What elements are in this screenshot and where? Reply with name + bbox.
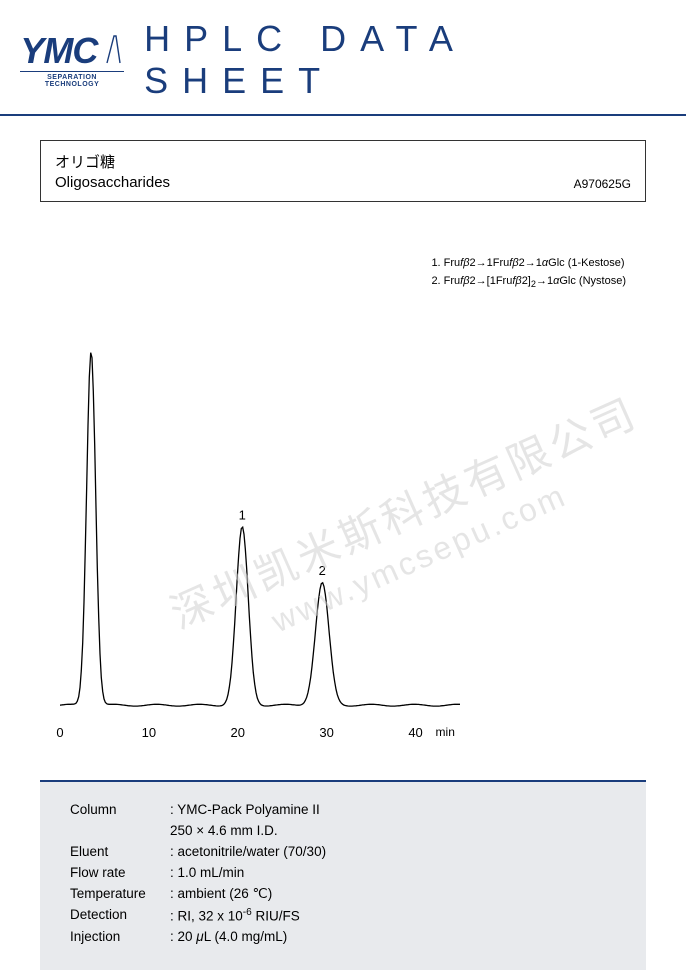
condition-row: Eluent: acetonitrile/water (70/30) <box>70 842 616 863</box>
chromatogram-trace <box>60 353 460 706</box>
x-tick: 40 <box>408 725 422 740</box>
condition-row: Injection: 20 μL (4.0 mg/mL) <box>70 927 616 948</box>
legend-item: 1. Frufβ2→1Frufβ2→1αGlc (1-Kestose) <box>431 255 626 273</box>
x-axis-unit: min <box>436 725 455 739</box>
condition-row: Flow rate: 1.0 mL/min <box>70 863 616 884</box>
chromatogram: 12 <box>60 350 460 720</box>
logo-peak-icon <box>106 34 124 69</box>
page-title: HPLC DATA SHEET <box>144 18 666 102</box>
title-japanese: オリゴ糖 <box>55 151 631 172</box>
sheet-code: A970625G <box>574 177 631 191</box>
peak-legend: 1. Frufβ2→1Frufβ2→1αGlc (1-Kestose)2. Fr… <box>431 255 626 291</box>
x-tick: 30 <box>319 725 333 740</box>
logo-text: YMC <box>20 30 97 71</box>
condition-value: : RI, 32 x 10-6 RIU/FS <box>170 905 300 927</box>
condition-row: Temperature: ambient (26 ℃) <box>70 884 616 905</box>
legend-item: 2. Frufβ2→[1Frufβ2]2→1αGlc (Nystose) <box>431 273 626 292</box>
title-english: Oligosaccharides <box>55 174 631 191</box>
peak-label: 1 <box>239 508 246 523</box>
x-tick: 10 <box>142 725 156 740</box>
condition-label: Temperature <box>70 884 170 905</box>
condition-value: : 1.0 mL/min <box>170 863 244 884</box>
condition-label: Injection <box>70 927 170 948</box>
condition-value: : ambient (26 ℃) <box>170 884 272 905</box>
condition-value: 250 × 4.6 mm I.D. <box>170 821 278 842</box>
header: YMC SEPARATION TECHNOLOGY HPLC DATA SHEE… <box>0 0 686 116</box>
x-tick: 0 <box>56 725 63 740</box>
title-box: オリゴ糖 Oligosaccharides A970625G <box>40 140 646 202</box>
condition-row: Detection: RI, 32 x 10-6 RIU/FS <box>70 905 616 927</box>
condition-label: Flow rate <box>70 863 170 884</box>
condition-label: Column <box>70 800 170 821</box>
peak-label: 2 <box>319 563 326 578</box>
x-tick: 20 <box>231 725 245 740</box>
condition-row: Column: YMC-Pack Polyamine II <box>70 800 616 821</box>
logo-subtitle: SEPARATION TECHNOLOGY <box>20 71 124 88</box>
condition-label: Detection <box>70 905 170 927</box>
conditions-panel: Column: YMC-Pack Polyamine II 250 × 4.6 … <box>40 780 646 970</box>
condition-value: : YMC-Pack Polyamine II <box>170 800 320 821</box>
condition-row: 250 × 4.6 mm I.D. <box>70 821 616 842</box>
condition-label: Eluent <box>70 842 170 863</box>
logo: YMC SEPARATION TECHNOLOGY <box>20 33 124 88</box>
condition-value: : 20 μL (4.0 mg/mL) <box>170 927 287 948</box>
condition-label <box>70 821 170 842</box>
condition-value: : acetonitrile/water (70/30) <box>170 842 326 863</box>
